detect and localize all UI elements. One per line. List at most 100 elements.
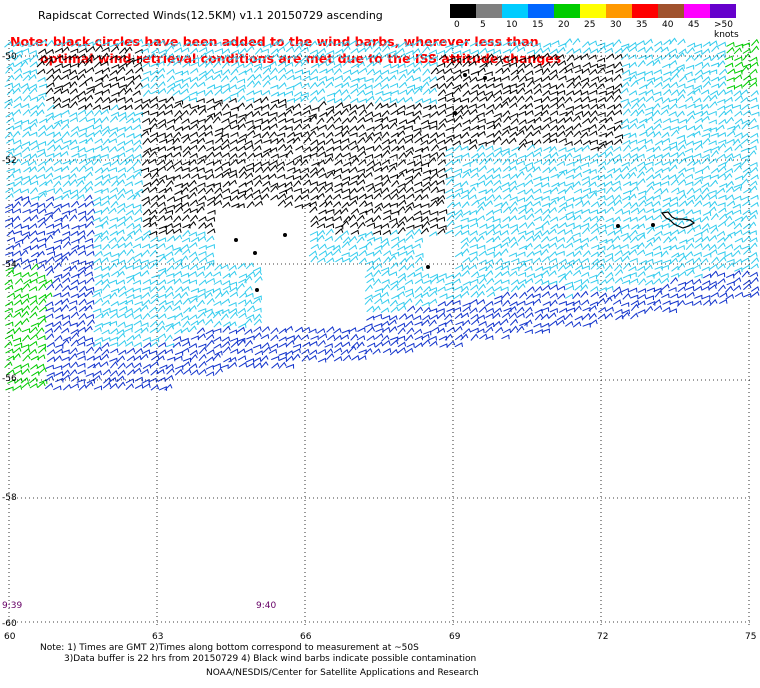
- wind-barb: [557, 189, 567, 195]
- wind-barb: [21, 381, 31, 389]
- wind-barb: [701, 165, 710, 172]
- wind-barb: [646, 77, 656, 82]
- wind-barb: [318, 209, 327, 215]
- wind-barb: [206, 262, 215, 270]
- wind-barb: [676, 220, 685, 228]
- wind-barb: [126, 222, 135, 229]
- wind-barb: [373, 263, 383, 270]
- wind-barb: [677, 262, 686, 270]
- wind-barb: [364, 297, 373, 305]
- wind-barb: [693, 84, 703, 90]
- wind-barb: [28, 286, 38, 292]
- wind-barb: [12, 353, 21, 360]
- wind-barb: [300, 95, 309, 103]
- wind-barb: [366, 68, 376, 75]
- wind-barb: [108, 237, 117, 244]
- wind-barb: [28, 68, 38, 74]
- wind-barb: [212, 271, 222, 277]
- wind-barb: [189, 353, 198, 362]
- wind-barb: [734, 94, 744, 102]
- wind-barb: [246, 270, 256, 278]
- wind-barb: [270, 182, 279, 188]
- wind-barb: [285, 45, 295, 53]
- wind-barb: [524, 200, 533, 208]
- wind-barb: [564, 269, 573, 278]
- wind-barb: [572, 115, 581, 123]
- wind-barb: [590, 291, 599, 298]
- wind-barb: [317, 357, 327, 363]
- wind-barb: [285, 174, 295, 180]
- wind-barb: [294, 326, 304, 333]
- wind-barb: [412, 76, 421, 82]
- wind-barb: [575, 200, 584, 207]
- wind-barb: [62, 180, 71, 188]
- wind-barb: [541, 243, 550, 250]
- wind-barb: [142, 286, 151, 292]
- wind-barb: [188, 179, 197, 187]
- wind-barb: [462, 319, 471, 327]
- wind-barb: [485, 188, 494, 195]
- wind-barb: [364, 201, 373, 207]
- wind-barb: [149, 39, 159, 46]
- wind-barb: [516, 170, 525, 178]
- wind-barb: [46, 152, 55, 158]
- wind-barb: [460, 290, 470, 298]
- wind-barb: [325, 223, 335, 229]
- wind-barb: [388, 138, 397, 145]
- wind-barb: [590, 201, 600, 208]
- wind-barb: [751, 111, 760, 117]
- wind-barb: [734, 175, 744, 181]
- wind-barb: [477, 56, 486, 62]
- wind-barb: [701, 132, 710, 138]
- wind-barb: [500, 248, 509, 256]
- wind-barb: [719, 213, 728, 221]
- wind-barb: [733, 209, 742, 215]
- wind-barb: [127, 256, 136, 264]
- wind-barb: [158, 293, 167, 299]
- wind-barb: [702, 137, 711, 145]
- wind-barb: [334, 159, 343, 166]
- wind-barb: [364, 271, 373, 278]
- wind-barb: [604, 77, 613, 83]
- wind-barb: [492, 230, 502, 236]
- wind-barb: [68, 305, 78, 312]
- wind-barb: [677, 286, 686, 293]
- wind-barb: [581, 67, 590, 74]
- wind-barb: [28, 160, 37, 167]
- wind-barb: [524, 172, 533, 181]
- wind-barb: [462, 48, 471, 54]
- wind-barb: [645, 161, 654, 167]
- wind-barb: [78, 312, 87, 320]
- wind-barb: [253, 270, 263, 278]
- wind-barb: [533, 53, 542, 61]
- wind-barb: [551, 40, 560, 46]
- wind-barb: [358, 83, 367, 90]
- wind-barb: [653, 69, 662, 74]
- wind-barb: [237, 116, 247, 124]
- wind-barb: [301, 70, 310, 75]
- wind-barb: [390, 336, 399, 342]
- wind-barb: [725, 194, 734, 201]
- wind-barb: [407, 271, 416, 278]
- wind-barb: [437, 312, 446, 319]
- wind-barb: [453, 84, 462, 89]
- wind-barb: [509, 112, 519, 118]
- wind-barb: [132, 287, 141, 293]
- wind-barb: [350, 97, 359, 104]
- wind-barb: [364, 194, 374, 200]
- wind-barb: [341, 180, 350, 187]
- wind-barb: [150, 297, 159, 305]
- wind-barb: [70, 125, 80, 132]
- wind-barb: [93, 308, 102, 313]
- wind-barb: [380, 222, 390, 229]
- wind-barb: [454, 43, 463, 49]
- wind-barb: [572, 258, 581, 265]
- wind-barb: [197, 292, 206, 298]
- wind-barb: [382, 45, 391, 53]
- wind-barb: [741, 154, 750, 160]
- wind-barb: [502, 62, 511, 68]
- wind-barb: [380, 76, 390, 83]
- wind-barb: [486, 53, 495, 61]
- wind-barb: [470, 152, 480, 159]
- wind-barb: [61, 103, 70, 109]
